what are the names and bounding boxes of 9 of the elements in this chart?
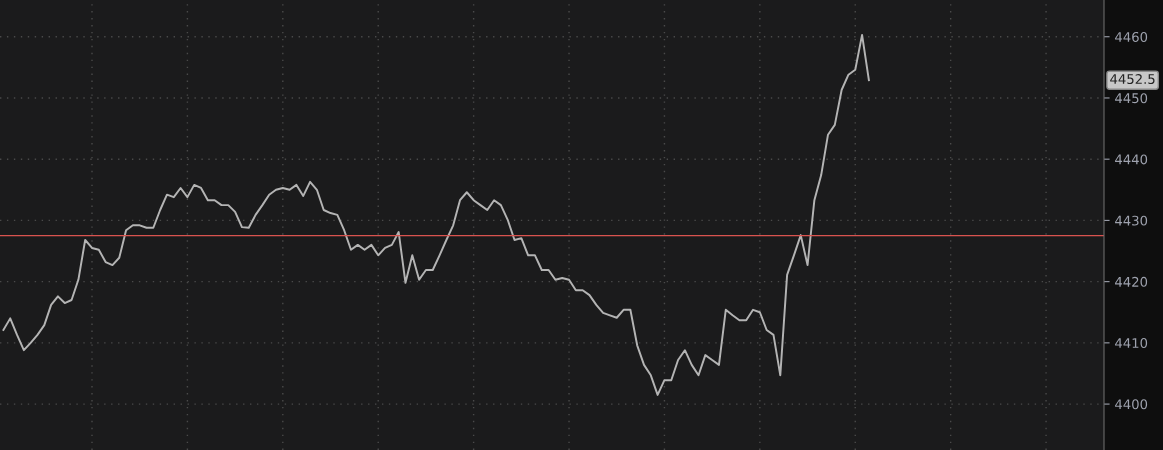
y-tick-label: 4420 xyxy=(1115,276,1148,287)
text: 4452.5 xyxy=(1110,74,1155,85)
y-tick-label: 4400 xyxy=(1115,399,1148,410)
y-tick-label: 4450 xyxy=(1115,93,1148,104)
y-tick-label: 4460 xyxy=(1115,31,1148,42)
y-tick-label: 4440 xyxy=(1115,154,1148,165)
y-tick-label: 4430 xyxy=(1115,215,1148,226)
y-tick-label: 4410 xyxy=(1115,338,1148,349)
line-series xyxy=(2,33,870,396)
